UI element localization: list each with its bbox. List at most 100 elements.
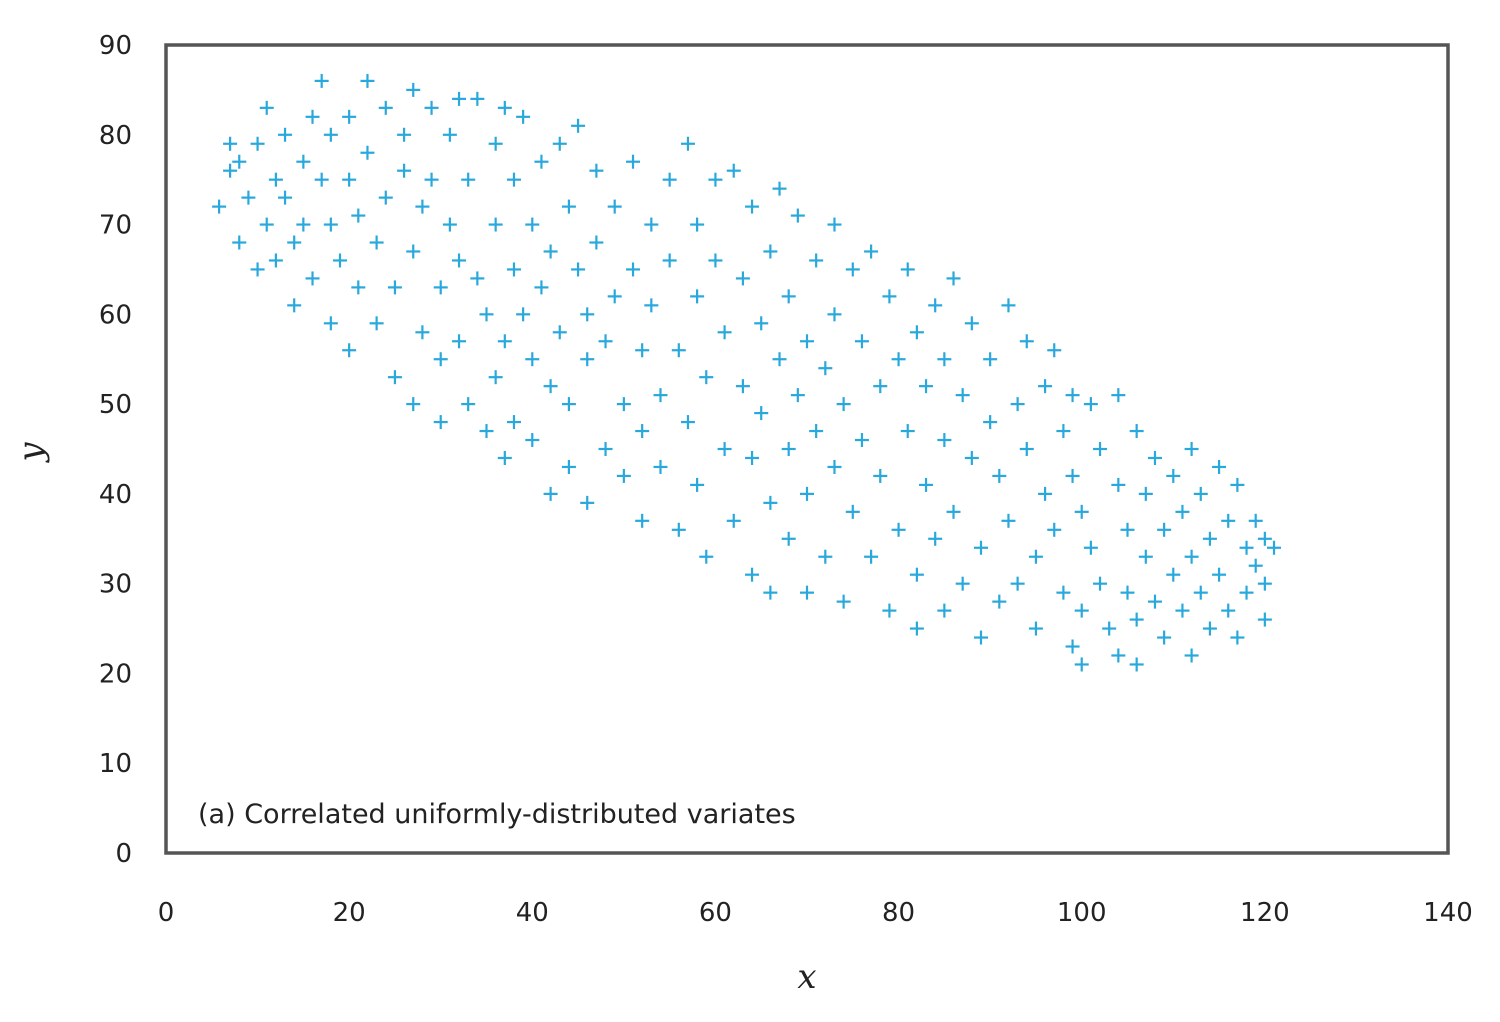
y-tick-label: 10: [99, 749, 132, 779]
data-point: [1184, 549, 1199, 564]
data-point: [983, 352, 998, 367]
data-point: [790, 208, 805, 223]
data-point: [690, 217, 705, 232]
data-point: [1184, 648, 1199, 663]
x-tick-label: 120: [1240, 898, 1290, 928]
data-point: [983, 415, 998, 430]
data-point: [378, 190, 393, 205]
data-point: [452, 91, 467, 106]
data-point: [708, 253, 723, 268]
data-point: [937, 352, 952, 367]
data-point: [1157, 630, 1172, 645]
data-point: [1010, 576, 1025, 591]
data-point: [1038, 379, 1053, 394]
plot-frame: [164, 43, 1450, 855]
data-point: [323, 316, 338, 331]
data-point: [1001, 513, 1016, 528]
data-point: [882, 603, 897, 618]
data-point: [900, 262, 915, 277]
data-point: [580, 495, 595, 510]
data-point: [626, 262, 641, 277]
data-point: [342, 172, 357, 187]
data-point: [854, 433, 869, 448]
data-point: [1267, 540, 1282, 555]
data-point: [763, 244, 778, 259]
data-point: [845, 504, 860, 519]
data-point: [342, 343, 357, 358]
data-point: [836, 594, 851, 609]
data-point: [497, 100, 512, 115]
data-point: [735, 271, 750, 286]
y-tick-label: 90: [99, 31, 132, 61]
data-point: [653, 459, 668, 474]
data-point: [323, 127, 338, 142]
data-point: [1093, 442, 1108, 456]
data-point: [1047, 522, 1062, 537]
data-point: [919, 379, 934, 394]
data-point: [461, 172, 476, 187]
data-point: [561, 459, 576, 474]
data-point: [781, 289, 796, 304]
data-point: [955, 576, 970, 591]
data-point: [534, 154, 549, 169]
data-point: [717, 325, 732, 340]
data-point: [864, 549, 879, 564]
data-point: [479, 307, 494, 322]
data-point: [461, 397, 476, 412]
data-point: [598, 334, 613, 349]
data-point: [488, 217, 503, 232]
data-point: [680, 415, 695, 430]
data-point: [900, 424, 915, 439]
data-point: [378, 100, 393, 115]
data-point: [818, 361, 833, 376]
data-point: [424, 172, 439, 187]
data-point: [763, 585, 778, 600]
data-point: [1065, 388, 1080, 403]
data-point: [909, 567, 924, 582]
data-point: [1102, 621, 1117, 636]
x-axis-label: x: [797, 957, 816, 997]
data-point: [360, 145, 375, 160]
data-point: [534, 280, 549, 295]
data-point: [827, 307, 842, 322]
data-point: [1129, 612, 1144, 627]
data-point: [607, 289, 622, 304]
data-point: [928, 531, 943, 546]
data-point: [1248, 513, 1263, 528]
data-point: [1093, 576, 1108, 591]
data-point: [1175, 504, 1190, 519]
data-point: [232, 154, 247, 169]
y-axis-ticks: 0 10 20 30 40 50 60 70 80 90: [99, 31, 132, 869]
data-point: [397, 127, 412, 142]
data-point: [1129, 424, 1144, 439]
data-point: [470, 271, 485, 286]
data-point: [1010, 397, 1025, 412]
data-point: [543, 486, 558, 501]
y-tick-label: 30: [99, 570, 132, 600]
data-point: [442, 127, 457, 142]
x-tick-label: 40: [516, 898, 549, 928]
data-point: [1257, 576, 1272, 591]
data-point: [1120, 522, 1135, 537]
data-point: [1193, 486, 1208, 501]
data-point: [305, 109, 320, 124]
data-point: [250, 136, 265, 151]
y-tick-label: 40: [99, 480, 132, 510]
data-point: [543, 379, 558, 394]
data-point: [626, 154, 641, 169]
data-point: [506, 262, 521, 277]
data-point: [635, 513, 650, 528]
data-point: [259, 217, 274, 232]
data-point: [864, 244, 879, 259]
x-tick-label: 140: [1423, 898, 1473, 928]
data-point: [287, 298, 302, 313]
data-point: [854, 334, 869, 349]
data-point: [314, 73, 329, 88]
data-point: [278, 127, 293, 142]
data-point: [561, 397, 576, 412]
data-point: [223, 136, 238, 151]
data-point: [589, 163, 604, 178]
data-point: [763, 495, 778, 510]
data-point: [717, 442, 732, 456]
data-point: [845, 262, 860, 277]
